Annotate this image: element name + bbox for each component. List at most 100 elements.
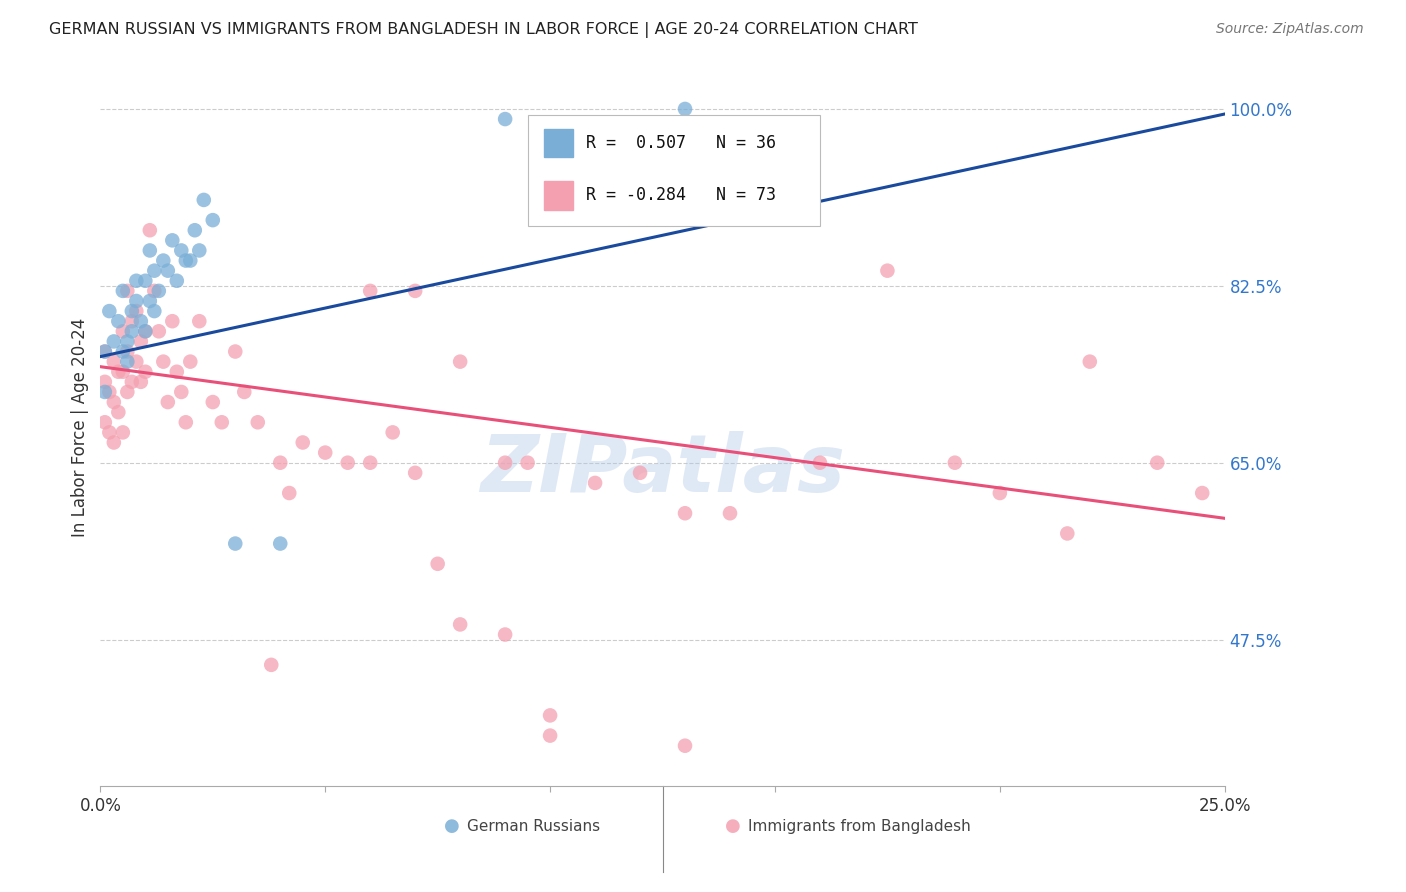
Point (125, 354, 148, 368)
Text: Immigrants from Bangladesh: Immigrants from Bangladesh (748, 819, 972, 834)
Point (139, 293, 162, 308)
Point (148, 284, 170, 298)
Point (516, 456, 538, 470)
Point (449, 617, 471, 632)
Point (121, 375, 143, 389)
Text: German Russians: German Russians (467, 819, 600, 834)
Point (152, 253, 174, 268)
Point (1146, 456, 1168, 470)
Point (94, 415, 117, 429)
Point (117, 344, 139, 359)
Point (673, 102, 696, 116)
Point (179, 253, 201, 268)
Point (179, 354, 201, 368)
Point (1191, 486, 1213, 500)
Point (103, 435, 125, 450)
Point (156, 263, 179, 277)
Point (278, 486, 301, 500)
Point (628, 466, 651, 480)
Point (583, 475, 606, 490)
Point (98, 425, 121, 440)
Point (291, 435, 314, 450)
Point (117, 334, 139, 349)
Point (1078, 354, 1101, 368)
Point (134, 365, 156, 379)
Point (876, 263, 898, 277)
Point (107, 314, 129, 328)
Point (98, 304, 121, 318)
Text: R =  0.507   N = 36: R = 0.507 N = 36 (586, 134, 776, 152)
Point (103, 354, 125, 368)
Text: ●: ● (725, 817, 741, 835)
Point (673, 739, 696, 753)
Point (943, 456, 966, 470)
Point (538, 708, 561, 723)
Point (188, 244, 211, 258)
Point (148, 324, 170, 338)
Point (94, 344, 117, 359)
Point (193, 193, 215, 207)
Point (125, 293, 148, 308)
Point (103, 395, 125, 409)
Point (117, 284, 139, 298)
Point (314, 445, 336, 459)
Point (121, 304, 143, 318)
Point (129, 334, 152, 349)
Point (269, 536, 291, 550)
Bar (544, 128, 572, 157)
Point (170, 244, 193, 258)
Point (538, 729, 561, 743)
Point (98, 384, 121, 399)
Point (125, 304, 148, 318)
Point (134, 324, 156, 338)
Point (134, 274, 156, 288)
Point (121, 314, 143, 328)
Point (139, 244, 162, 258)
Point (107, 365, 129, 379)
Point (174, 415, 197, 429)
Point (94, 375, 117, 389)
Point (111, 344, 134, 359)
Point (143, 284, 166, 298)
Point (449, 354, 471, 368)
Point (166, 365, 188, 379)
Point (359, 284, 381, 298)
Point (763, 153, 786, 167)
Point (94, 344, 117, 359)
Point (121, 324, 143, 338)
Point (201, 395, 224, 409)
Point (233, 384, 256, 399)
Point (162, 314, 184, 328)
Point (94, 384, 117, 399)
Point (336, 456, 359, 470)
Point (404, 284, 426, 298)
Point (143, 263, 166, 277)
Point (269, 456, 291, 470)
Point (139, 223, 162, 237)
Point (129, 375, 152, 389)
Point (170, 384, 193, 399)
Point (174, 253, 197, 268)
Point (184, 223, 207, 237)
Point (404, 466, 426, 480)
Point (494, 627, 516, 641)
Text: ●: ● (444, 817, 460, 835)
Point (103, 334, 125, 349)
Bar (544, 181, 572, 210)
Point (111, 365, 134, 379)
Point (162, 233, 184, 247)
Point (381, 425, 404, 440)
Text: ZIPatlas: ZIPatlas (479, 432, 845, 509)
Point (211, 415, 233, 429)
Point (117, 384, 139, 399)
FancyBboxPatch shape (527, 115, 820, 227)
Point (111, 284, 134, 298)
Point (988, 486, 1011, 500)
Point (111, 324, 134, 338)
Text: GERMAN RUSSIAN VS IMMIGRANTS FROM BANGLADESH IN LABOR FORCE | AGE 20-24 CORRELAT: GERMAN RUSSIAN VS IMMIGRANTS FROM BANGLA… (49, 22, 918, 38)
Point (134, 324, 156, 338)
Point (224, 536, 246, 550)
Point (156, 395, 179, 409)
Point (201, 213, 224, 227)
Point (808, 456, 831, 470)
